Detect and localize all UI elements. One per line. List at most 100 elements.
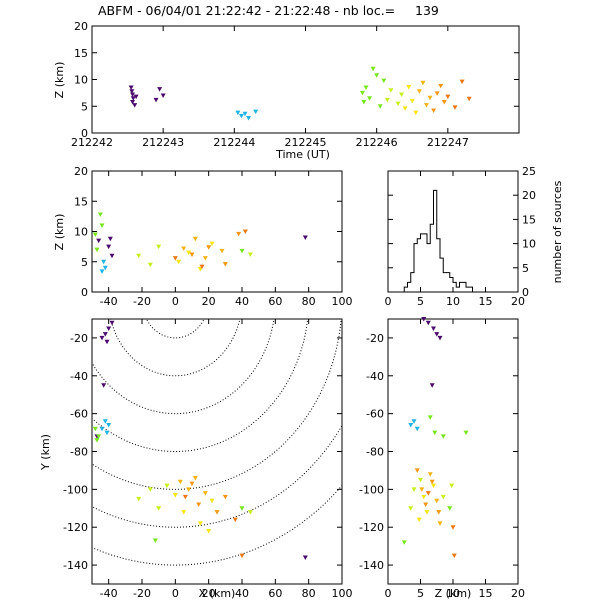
x-tick-label: 100 [332,587,353,600]
y-tick-label: -60 [70,408,88,421]
data-point [136,253,142,259]
y-axis-label: number of sources [551,180,564,283]
data-point [192,236,198,242]
x-tick-label: 15 [479,295,493,308]
y-tick-label: -140 [63,559,88,572]
x-tick-label: 212247 [427,136,469,149]
data-point [436,510,442,515]
data-point [156,506,162,511]
data-point [388,88,394,93]
data-point [437,335,443,341]
data-point [367,96,373,101]
data-point [445,94,451,100]
data-point [466,96,472,102]
data-point [440,494,446,500]
y-tick-label: -140 [359,559,384,572]
data-point [427,415,433,420]
data-point [182,494,188,500]
data-point [416,517,422,523]
x-tick-label: 40 [235,295,249,308]
data-point [359,90,365,96]
data-point [402,106,408,111]
data-point [222,262,228,267]
x-tick-label: 60 [268,295,282,308]
y-tick-label: 15 [74,195,88,208]
data-point [441,99,447,105]
y-tick-label: -120 [359,521,384,534]
data-point [449,483,455,489]
data-point [377,104,383,109]
data-point [242,229,248,234]
x-tick-label: 20 [202,295,216,308]
data-point [101,383,107,388]
y-tick-label: -20 [366,332,384,345]
data-point [147,262,153,268]
data-point [172,493,178,498]
data-point [219,248,225,254]
y-tick-label: 10 [74,226,88,239]
data-point [429,479,435,485]
data-point [102,419,108,424]
data-point [370,66,376,72]
data-point [94,438,100,443]
y-tick-label: 20 [74,20,88,33]
data-point [432,430,438,436]
data-point [232,517,238,523]
data-point [199,264,205,270]
data-point [107,236,113,242]
y-tick-label: 0 [81,286,88,299]
x-tick-label: 60 [268,587,282,600]
y-tick-label: -120 [63,521,88,534]
data-point [411,419,417,424]
y-tick-label: 5 [81,256,88,269]
panel-time-height: 212242 212243 212244 212245 212246 212247 0 5 10… [53,20,520,161]
data-point [129,89,135,94]
data-point [109,253,115,259]
data-point [440,434,446,439]
data-point [92,232,98,238]
plot-frame [91,170,343,293]
data-point [106,244,112,250]
x-tick-label: 80 [302,587,316,600]
data-point [374,73,380,78]
y-tick-label: 0 [522,286,529,299]
data-point [104,339,110,345]
data-point [427,472,433,477]
data-point [186,250,192,256]
x-tick-label: 212246 [356,136,398,149]
x-tick-label: -20 [133,587,151,600]
x-tick-label: 40 [235,587,249,600]
y-tick-label: -100 [63,483,88,496]
data-point [202,491,208,496]
data-point [408,506,414,511]
data-point [434,498,440,504]
data-point [302,235,308,241]
data-point [209,241,215,247]
data-point [197,521,203,526]
data-point [447,506,453,511]
data-point [238,113,244,119]
data-point [106,423,112,428]
data-point [411,487,417,492]
data-point [239,506,245,511]
data-point [189,481,195,487]
data-point [156,244,162,250]
y-tick-label: -80 [366,446,384,459]
x-tick-label: 15 [479,587,493,600]
data-point [451,553,457,559]
data-point [452,105,458,110]
data-point [235,110,241,116]
x-axis-label: X (km) [199,587,236,600]
data-point [130,96,136,101]
data-point [172,256,178,261]
figure-title: ABFM - 06/04/01 21:22:42 - 21:22:48 - nb… [98,3,439,18]
x-tick-label: 0 [172,587,179,600]
y-tick-label: 5 [81,100,88,113]
data-point [99,223,105,228]
data-point [459,79,465,85]
data-point [128,85,134,91]
data-point [406,84,412,90]
data-point [130,99,136,105]
